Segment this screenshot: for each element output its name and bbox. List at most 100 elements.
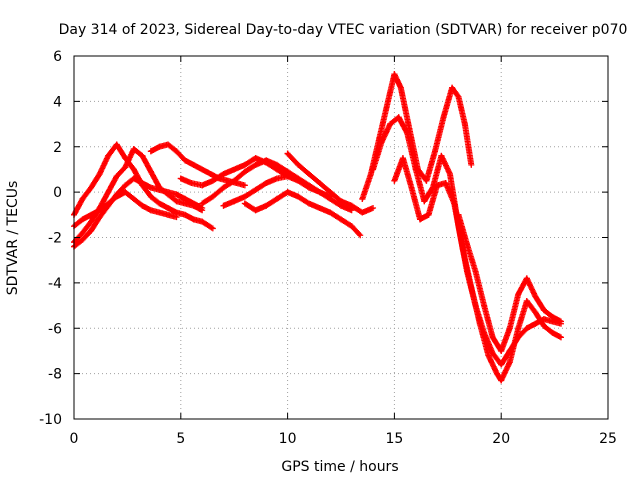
series-12-point-19 [549, 329, 556, 336]
series-1-point-4 [105, 189, 112, 196]
series-6-point-5 [252, 161, 259, 168]
series-1-point-8 [139, 152, 146, 159]
x-tick-label: 20 [492, 431, 510, 447]
x-tick-label: 15 [385, 431, 403, 447]
y-tick-label: -6 [48, 321, 62, 337]
series-0-point-1 [79, 195, 86, 202]
series-4-point-7 [207, 170, 214, 177]
series-9 [284, 150, 377, 216]
series-3-point-12 [173, 214, 180, 221]
series-12-point-3 [417, 216, 424, 223]
series-7-point-7 [295, 177, 302, 184]
series-7-point-0 [220, 202, 227, 209]
series-11-point-4 [404, 130, 411, 137]
series-2-point-14 [190, 200, 197, 207]
series-9-point-5 [338, 198, 344, 205]
series-6-point-1 [209, 193, 216, 200]
series-7-point-10 [327, 195, 334, 202]
series-5-point-0 [177, 175, 184, 182]
series-3-point-4 [105, 200, 112, 207]
series-0-point-7 [130, 166, 137, 173]
series-10-segment-9 [431, 115, 447, 155]
series-5-point-2 [199, 182, 206, 189]
series-12-point-16 [523, 298, 530, 305]
series-9-point-2 [305, 170, 312, 177]
series-12-point-1 [399, 155, 406, 162]
series-11-point-5 [412, 166, 419, 173]
series-11-point-14 [489, 350, 496, 357]
series-6-point-2 [220, 184, 227, 191]
series-2-point-7 [130, 175, 137, 182]
series-11-point-0 [370, 166, 377, 173]
series-9-point-0 [284, 150, 291, 157]
series-7-point-1 [231, 198, 238, 205]
series-13-point-3 [481, 302, 488, 309]
y-tick-label: 2 [53, 140, 62, 156]
series-12 [391, 155, 565, 384]
series-12-point-5 [434, 182, 441, 189]
series-0-point-15 [199, 218, 206, 225]
series-13 [455, 211, 565, 354]
series-11-point-1 [378, 139, 385, 146]
series-13-point-12 [558, 318, 565, 325]
series-6-point-0 [199, 200, 206, 207]
series-7-point-5 [273, 175, 280, 182]
series-1-point-6 [122, 164, 129, 171]
series-8-point-0 [241, 200, 248, 207]
series-5-point-7 [252, 155, 259, 162]
series-5-point-6 [241, 161, 248, 168]
series-10-point-13 [461, 121, 468, 128]
series-2-point-1 [79, 236, 86, 243]
chart-title: Day 314 of 2023, Sidereal Day-to-day VTE… [59, 22, 628, 38]
series-0-point-16 [209, 225, 216, 232]
series-0-point-10 [156, 200, 163, 207]
series-10-point-10 [440, 114, 447, 121]
series-9-point-6 [348, 202, 355, 209]
series-0 [71, 141, 216, 232]
series-3-point-2 [88, 211, 95, 218]
y-tick-label: 4 [53, 94, 62, 110]
series-13-point-6 [506, 325, 513, 332]
series-1-point-2 [88, 218, 95, 225]
series-11-point-6 [421, 198, 428, 205]
x-tick-label: 0 [70, 431, 79, 447]
series-5-point-4 [220, 170, 227, 177]
series-4-point-3 [173, 148, 180, 155]
series-9-point-7 [359, 209, 366, 216]
series-13-point-7 [515, 291, 522, 298]
x-tick-label: 25 [599, 431, 617, 447]
series-11-point-15 [498, 361, 505, 368]
series-9-point-8 [370, 205, 377, 212]
series-3-point-5 [113, 193, 120, 200]
series-12-point-8 [459, 245, 466, 252]
series-11-point-3 [395, 114, 402, 121]
series-0-point-14 [190, 216, 197, 223]
series-10-point-5 [397, 84, 404, 91]
series-2-point-8 [139, 180, 146, 187]
series-5-point-1 [188, 180, 195, 187]
series-12-point-12 [493, 370, 500, 377]
series-12-point-13 [498, 377, 505, 384]
y-axis-label: SDTVAR / TECUs [5, 181, 21, 296]
series-13-point-8 [523, 275, 530, 282]
series-8-point-4 [284, 189, 291, 196]
series-0-point-9 [147, 193, 154, 200]
series-2-point-2 [88, 227, 95, 234]
series-13-point-4 [489, 334, 496, 341]
series-11-point-19 [532, 320, 539, 327]
series-12-point-20 [558, 334, 565, 341]
series-4-point-1 [156, 143, 163, 150]
series-6-point-4 [241, 168, 248, 175]
series-10-point-1 [367, 170, 374, 177]
series-1-point-5 [113, 173, 120, 180]
series-8-point-11 [357, 232, 364, 239]
series-1-point-1 [79, 229, 86, 236]
series-3-point-6 [122, 189, 129, 196]
series-12-point-7 [451, 200, 458, 207]
series-10-point-0 [359, 195, 366, 202]
series-10-point-9 [431, 148, 438, 155]
x-tick-label: 5 [176, 431, 185, 447]
series-10-point-8 [423, 177, 430, 184]
series-10-point-14 [468, 161, 475, 168]
